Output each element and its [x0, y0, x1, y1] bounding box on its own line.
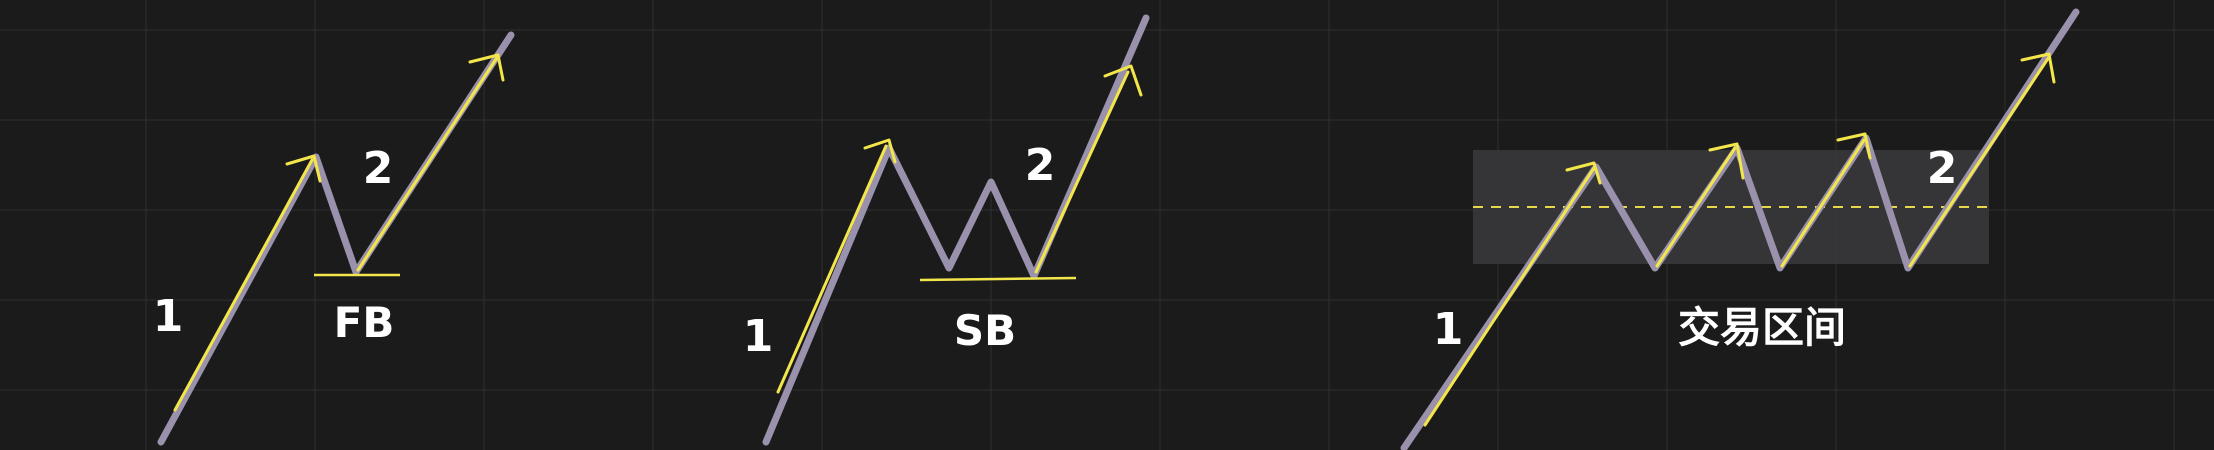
sb-arrow-head-1: [863, 138, 897, 164]
range-leg-label-1: 1: [1433, 304, 1464, 355]
sb-arrow-head-2: [1103, 64, 1143, 97]
fb-trend-arrow-1: [173, 158, 314, 412]
sb-trend-arrow-1: [776, 144, 888, 394]
fb-leg-label-1: 1: [153, 291, 184, 342]
fb-trend-arrow-2: [356, 54, 500, 272]
fb-pattern-label: FB: [334, 298, 395, 347]
panel-range: 1 2 交易区间: [1400, 8, 2080, 450]
range-arrow-head-4: [2020, 52, 2056, 84]
range-trend-arrow-4: [1908, 55, 2051, 268]
range-arrow-head-1: [1565, 161, 1602, 185]
fb-arrow-head-1: [285, 154, 322, 183]
range-trend-arrow-3: [1780, 138, 1866, 268]
sb-leg-label-2: 2: [1025, 140, 1056, 191]
panel-fb: 1 2 FB: [153, 31, 515, 446]
range-pattern-label: 交易区间: [1678, 303, 1846, 352]
range-trend-arrow-1: [1423, 166, 1596, 427]
range-arrow-head-3: [1836, 132, 1872, 160]
range-trend-arrow-2: [1655, 146, 1737, 268]
range-arrow-head-2: [1708, 142, 1745, 180]
range-leg-label-2: 2: [1927, 143, 1958, 194]
sb-leg-label-1: 1: [743, 311, 774, 362]
fb-arrow-head-2: [468, 53, 505, 82]
sb-trend-arrow-2: [1034, 70, 1130, 274]
sb-pattern-label: SB: [954, 306, 1016, 355]
panel-sb: 1 2 SB: [743, 14, 1150, 446]
fb-leg-label-2: 2: [363, 143, 394, 194]
sb-support-line: [919, 276, 1077, 282]
range-price-path: [1400, 8, 2080, 450]
